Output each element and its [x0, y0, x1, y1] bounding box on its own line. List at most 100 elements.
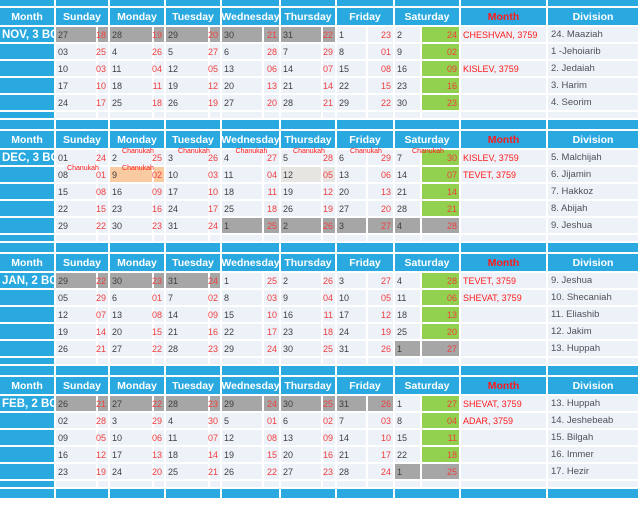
day-cell-gregorian-monday[interactable]: 25 — [110, 95, 154, 112]
day-cell-gregorian-thursday[interactable]: 19 — [281, 184, 323, 201]
day-cell-gregorian-wednesday[interactable]: 8 — [222, 290, 264, 307]
day-cell-gregorian-tuesday[interactable]: 11 — [166, 430, 210, 447]
day-cell-hebrew-wednesday[interactable]: 01 — [264, 413, 281, 430]
day-cell-hebrew-monday[interactable]: 01 — [152, 290, 166, 307]
day-cell-gregorian-friday[interactable]: 31 — [337, 341, 368, 358]
day-cell-hebrew-thursday[interactable]: 23 — [323, 464, 337, 481]
day-cell-gregorian-wednesday[interactable]: 19 — [222, 447, 264, 464]
day-cell-hebrew-monday[interactable]: 19 — [152, 27, 166, 44]
day-cell-hebrew-wednesday[interactable]: 24 — [264, 396, 281, 413]
day-cell-gregorian-monday[interactable]: 10 — [110, 430, 154, 447]
day-cell-gregorian-thursday[interactable]: 14 — [281, 61, 323, 78]
day-cell-hebrew-saturday[interactable]: 04 — [422, 413, 461, 430]
day-cell-gregorian-sunday[interactable]: 17 — [56, 78, 98, 95]
day-cell-hebrew-saturday[interactable]: 09 — [422, 61, 461, 78]
day-cell-hebrew-friday[interactable]: 03 — [368, 413, 395, 430]
day-cell-hebrew-thursday[interactable]: 11 — [323, 307, 337, 324]
day-cell-gregorian-thursday[interactable]: 28 — [281, 95, 323, 112]
day-cell-hebrew-thursday[interactable]: 18 — [323, 324, 337, 341]
day-cell-gregorian-sunday[interactable]: 03 — [56, 44, 98, 61]
day-cell-gregorian-sunday[interactable]: 29 — [56, 273, 98, 290]
day-cell-gregorian-tuesday[interactable]: 31 — [166, 218, 210, 235]
day-cell-hebrew-monday[interactable]: 15 — [152, 324, 166, 341]
day-cell-hebrew-tuesday[interactable]: 10 — [208, 184, 222, 201]
day-cell-hebrew-friday[interactable]: 08 — [368, 61, 395, 78]
day-cell-gregorian-tuesday[interactable]: 31 — [166, 273, 210, 290]
day-cell-hebrew-thursday[interactable]: 25 — [323, 396, 337, 413]
day-cell-hebrew-saturday[interactable]: 07 — [422, 167, 461, 184]
day-cell-gregorian-saturday[interactable]: 16 — [395, 61, 422, 78]
day-cell-hebrew-friday[interactable]: 24 — [368, 464, 395, 481]
day-cell-gregorian-sunday[interactable]: 29 — [56, 218, 98, 235]
day-cell-gregorian-monday[interactable]: 24 — [110, 464, 154, 481]
day-cell-hebrew-monday[interactable]: 22 — [152, 341, 166, 358]
day-cell-gregorian-sunday[interactable]: 08 Chanukah — [56, 165, 99, 184]
day-cell-hebrew-tuesday[interactable]: 17 — [208, 201, 222, 218]
day-cell-gregorian-monday[interactable]: 30 — [110, 273, 154, 290]
day-cell-gregorian-friday[interactable]: 13 — [337, 167, 368, 184]
day-cell-hebrew-monday[interactable]: 23 — [152, 273, 166, 290]
day-cell-hebrew-saturday[interactable]: 28 — [422, 218, 461, 235]
day-cell-gregorian-wednesday[interactable]: 4 Chanukah — [222, 148, 267, 167]
day-cell-gregorian-monday[interactable]: 3 — [110, 413, 154, 430]
day-cell-gregorian-monday[interactable]: 28 — [110, 27, 154, 44]
day-cell-gregorian-thursday[interactable]: 26 — [281, 201, 323, 218]
day-cell-hebrew-wednesday[interactable]: 20 — [264, 95, 281, 112]
day-cell-gregorian-saturday[interactable]: 9 — [395, 44, 422, 61]
day-cell-hebrew-monday[interactable]: 11 — [153, 78, 166, 95]
day-cell-gregorian-thursday[interactable]: 9 — [281, 290, 323, 307]
day-cell-hebrew-sunday[interactable]: 05 — [96, 430, 110, 447]
day-cell-gregorian-monday[interactable]: 20 — [110, 324, 154, 341]
day-cell-hebrew-saturday[interactable]: 16 — [422, 78, 461, 95]
day-cell-gregorian-thursday[interactable]: 7 — [281, 44, 323, 61]
day-cell-gregorian-saturday[interactable]: 14 — [395, 167, 422, 184]
day-cell-gregorian-tuesday[interactable]: 28 — [166, 341, 210, 358]
day-cell-hebrew-saturday[interactable]: 30 — [422, 150, 461, 167]
day-cell-gregorian-tuesday[interactable]: 29 — [166, 27, 210, 44]
day-cell-gregorian-saturday[interactable]: 4 — [395, 218, 422, 235]
day-cell-gregorian-tuesday[interactable]: 14 — [166, 307, 210, 324]
day-cell-hebrew-monday[interactable]: 20 — [152, 464, 166, 481]
day-cell-gregorian-saturday[interactable]: 22 — [395, 447, 422, 464]
day-cell-gregorian-saturday[interactable]: 25 — [395, 324, 422, 341]
day-cell-hebrew-thursday[interactable]: 19 — [323, 201, 337, 218]
day-cell-hebrew-friday[interactable]: 23 — [368, 27, 395, 44]
day-cell-hebrew-friday[interactable]: 27 — [368, 218, 395, 235]
day-cell-gregorian-wednesday[interactable]: 1 — [222, 273, 264, 290]
day-cell-gregorian-friday[interactable]: 3 — [337, 218, 368, 235]
day-cell-hebrew-tuesday[interactable]: 20 — [208, 27, 222, 44]
day-cell-gregorian-sunday[interactable]: 10 — [56, 61, 98, 78]
day-cell-gregorian-monday[interactable]: 16 — [110, 184, 154, 201]
day-cell-hebrew-sunday[interactable]: 07 — [96, 307, 110, 324]
day-cell-gregorian-saturday[interactable]: 2 — [395, 27, 422, 44]
day-cell-hebrew-friday[interactable]: 06 — [368, 167, 395, 184]
day-cell-gregorian-tuesday[interactable]: 21 — [166, 324, 210, 341]
day-cell-gregorian-thursday[interactable]: 30 — [281, 341, 323, 358]
day-cell-gregorian-tuesday[interactable]: 7 — [166, 290, 210, 307]
day-cell-gregorian-wednesday[interactable]: 25 — [222, 201, 264, 218]
day-cell-hebrew-saturday[interactable]: 23 — [422, 95, 461, 112]
day-cell-hebrew-thursday[interactable]: 22 — [323, 27, 337, 44]
day-cell-hebrew-sunday[interactable]: 25 — [96, 44, 110, 61]
day-cell-hebrew-friday[interactable]: 12 — [368, 307, 395, 324]
day-cell-gregorian-saturday[interactable]: 8 — [395, 413, 422, 430]
day-cell-gregorian-sunday[interactable]: 24 — [56, 95, 98, 112]
day-cell-gregorian-saturday[interactable]: 11 — [395, 290, 422, 307]
day-cell-gregorian-friday[interactable]: 14 — [337, 430, 368, 447]
day-cell-gregorian-sunday[interactable]: 05 — [56, 290, 98, 307]
day-cell-hebrew-wednesday[interactable]: 06 — [264, 61, 281, 78]
day-cell-hebrew-wednesday[interactable]: 25 — [264, 218, 281, 235]
day-cell-hebrew-saturday[interactable]: 14 — [422, 184, 461, 201]
day-cell-gregorian-friday[interactable]: 22 — [337, 78, 368, 95]
day-cell-hebrew-monday[interactable]: 13 — [152, 447, 166, 464]
day-cell-hebrew-saturday[interactable]: 24 — [422, 27, 461, 44]
day-cell-gregorian-tuesday[interactable]: 19 — [166, 78, 210, 95]
day-cell-hebrew-sunday[interactable]: 22 — [96, 273, 110, 290]
day-cell-hebrew-sunday[interactable]: 10 — [96, 78, 110, 95]
day-cell-gregorian-friday[interactable]: 7 — [337, 413, 368, 430]
day-cell-hebrew-friday[interactable]: 05 — [368, 290, 395, 307]
day-cell-gregorian-tuesday[interactable]: 24 — [166, 201, 210, 218]
day-cell-hebrew-friday[interactable]: 26 — [368, 396, 395, 413]
day-cell-gregorian-sunday[interactable]: 02 — [56, 413, 98, 430]
day-cell-gregorian-thursday[interactable]: 30 — [281, 396, 323, 413]
